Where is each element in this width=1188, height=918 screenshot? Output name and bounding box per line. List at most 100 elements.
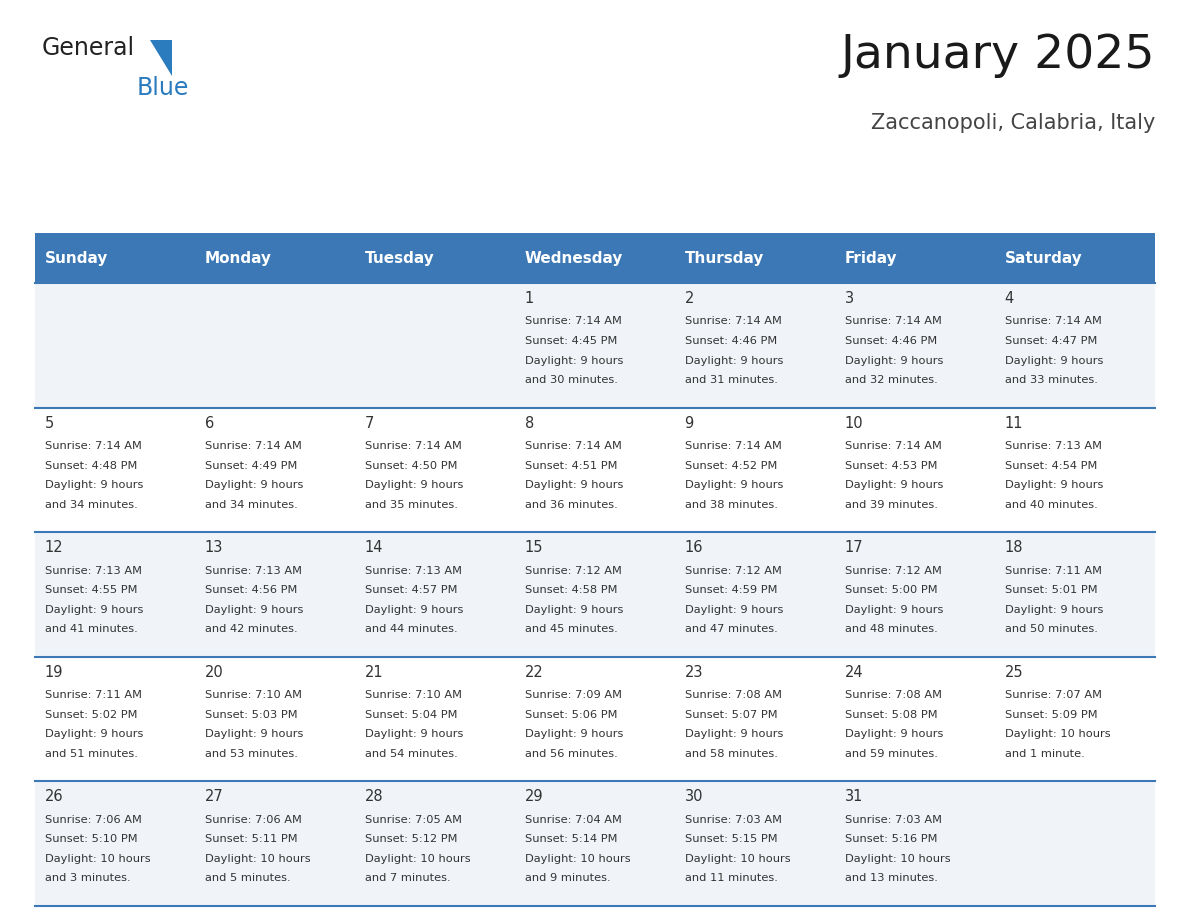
Bar: [195, 656, 355, 781]
Text: Daylight: 9 hours: Daylight: 9 hours: [45, 729, 143, 739]
Text: Monday: Monday: [204, 251, 272, 265]
Bar: [516, 781, 675, 906]
Text: Daylight: 9 hours: Daylight: 9 hours: [204, 480, 303, 490]
Text: Daylight: 9 hours: Daylight: 9 hours: [365, 729, 463, 739]
Text: Sunset: 5:07 PM: Sunset: 5:07 PM: [684, 710, 777, 720]
Text: Sunset: 5:01 PM: Sunset: 5:01 PM: [1005, 585, 1098, 595]
Bar: [675, 283, 835, 408]
Text: Daylight: 9 hours: Daylight: 9 hours: [845, 480, 943, 490]
Bar: [996, 233, 1155, 283]
Bar: [34, 781, 195, 906]
Text: Sunset: 4:49 PM: Sunset: 4:49 PM: [204, 461, 297, 471]
Text: 15: 15: [525, 540, 543, 555]
Text: and 1 minute.: and 1 minute.: [1005, 749, 1085, 759]
Text: 5: 5: [45, 416, 53, 431]
Text: 25: 25: [1005, 665, 1023, 680]
Text: Daylight: 10 hours: Daylight: 10 hours: [684, 854, 790, 864]
Text: Sunrise: 7:07 AM: Sunrise: 7:07 AM: [1005, 690, 1101, 700]
Text: and 7 minutes.: and 7 minutes.: [365, 873, 450, 883]
Bar: [996, 656, 1155, 781]
Bar: [355, 408, 516, 532]
Text: Sunset: 4:56 PM: Sunset: 4:56 PM: [204, 585, 297, 595]
Text: Sunrise: 7:04 AM: Sunrise: 7:04 AM: [525, 815, 621, 825]
Text: Saturday: Saturday: [1005, 251, 1082, 265]
Text: Daylight: 10 hours: Daylight: 10 hours: [845, 854, 950, 864]
Text: 27: 27: [204, 789, 223, 804]
Bar: [355, 532, 516, 656]
Text: Sunset: 4:55 PM: Sunset: 4:55 PM: [45, 585, 137, 595]
Text: Daylight: 9 hours: Daylight: 9 hours: [684, 355, 783, 365]
Bar: [835, 283, 996, 408]
Bar: [355, 781, 516, 906]
Text: 14: 14: [365, 540, 383, 555]
Text: and 30 minutes.: and 30 minutes.: [525, 375, 618, 385]
Text: and 11 minutes.: and 11 minutes.: [684, 873, 777, 883]
Text: 28: 28: [365, 789, 384, 804]
Text: Sunrise: 7:13 AM: Sunrise: 7:13 AM: [365, 565, 462, 576]
Text: Sunset: 5:02 PM: Sunset: 5:02 PM: [45, 710, 137, 720]
Bar: [355, 233, 516, 283]
Bar: [675, 532, 835, 656]
Text: Zaccanopoli, Calabria, Italy: Zaccanopoli, Calabria, Italy: [871, 113, 1155, 133]
Text: Sunrise: 7:09 AM: Sunrise: 7:09 AM: [525, 690, 621, 700]
Text: Daylight: 9 hours: Daylight: 9 hours: [45, 605, 143, 615]
Bar: [675, 408, 835, 532]
Bar: [675, 233, 835, 283]
Bar: [516, 656, 675, 781]
Text: and 3 minutes.: and 3 minutes.: [45, 873, 131, 883]
Text: and 35 minutes.: and 35 minutes.: [365, 499, 457, 509]
Text: and 34 minutes.: and 34 minutes.: [45, 499, 138, 509]
Text: 8: 8: [525, 416, 533, 431]
Text: 7: 7: [365, 416, 374, 431]
Bar: [516, 532, 675, 656]
Text: Sunrise: 7:12 AM: Sunrise: 7:12 AM: [684, 565, 782, 576]
Text: Sunrise: 7:13 AM: Sunrise: 7:13 AM: [204, 565, 302, 576]
Bar: [835, 781, 996, 906]
Text: Sunset: 5:09 PM: Sunset: 5:09 PM: [1005, 710, 1098, 720]
Text: Sunrise: 7:06 AM: Sunrise: 7:06 AM: [45, 815, 141, 825]
Text: January 2025: January 2025: [840, 33, 1155, 78]
Bar: [835, 656, 996, 781]
Text: Sunrise: 7:03 AM: Sunrise: 7:03 AM: [684, 815, 782, 825]
Text: Daylight: 9 hours: Daylight: 9 hours: [684, 605, 783, 615]
Text: Friday: Friday: [845, 251, 897, 265]
Text: Sunset: 5:10 PM: Sunset: 5:10 PM: [45, 834, 138, 845]
Text: Daylight: 9 hours: Daylight: 9 hours: [204, 605, 303, 615]
Text: and 59 minutes.: and 59 minutes.: [845, 749, 937, 759]
Bar: [516, 408, 675, 532]
Text: Daylight: 10 hours: Daylight: 10 hours: [1005, 729, 1111, 739]
Text: Sunset: 4:59 PM: Sunset: 4:59 PM: [684, 585, 777, 595]
Text: and 56 minutes.: and 56 minutes.: [525, 749, 618, 759]
Text: Sunset: 4:46 PM: Sunset: 4:46 PM: [684, 336, 777, 346]
Text: Daylight: 9 hours: Daylight: 9 hours: [845, 355, 943, 365]
Text: 31: 31: [845, 789, 862, 804]
Text: Sunday: Sunday: [45, 251, 108, 265]
Text: Blue: Blue: [137, 76, 189, 100]
Text: Sunrise: 7:14 AM: Sunrise: 7:14 AM: [1005, 317, 1101, 327]
Text: Daylight: 10 hours: Daylight: 10 hours: [45, 854, 150, 864]
Text: Sunrise: 7:14 AM: Sunrise: 7:14 AM: [525, 317, 621, 327]
Text: 2: 2: [684, 291, 694, 306]
Text: Tuesday: Tuesday: [365, 251, 435, 265]
Text: Daylight: 9 hours: Daylight: 9 hours: [525, 605, 623, 615]
Bar: [996, 283, 1155, 408]
Text: Daylight: 10 hours: Daylight: 10 hours: [365, 854, 470, 864]
Text: and 54 minutes.: and 54 minutes.: [365, 749, 457, 759]
Text: and 58 minutes.: and 58 minutes.: [684, 749, 777, 759]
Text: Sunrise: 7:11 AM: Sunrise: 7:11 AM: [1005, 565, 1101, 576]
Bar: [34, 408, 195, 532]
Text: Sunset: 4:48 PM: Sunset: 4:48 PM: [45, 461, 137, 471]
Bar: [516, 233, 675, 283]
Text: and 40 minutes.: and 40 minutes.: [1005, 499, 1098, 509]
Text: and 38 minutes.: and 38 minutes.: [684, 499, 777, 509]
Text: 12: 12: [45, 540, 63, 555]
Text: Sunrise: 7:13 AM: Sunrise: 7:13 AM: [45, 565, 141, 576]
Text: Daylight: 9 hours: Daylight: 9 hours: [525, 729, 623, 739]
Text: Daylight: 9 hours: Daylight: 9 hours: [1005, 480, 1102, 490]
Text: 6: 6: [204, 416, 214, 431]
Text: and 47 minutes.: and 47 minutes.: [684, 624, 777, 634]
Text: Sunrise: 7:11 AM: Sunrise: 7:11 AM: [45, 690, 141, 700]
Text: 1: 1: [525, 291, 533, 306]
Text: Sunrise: 7:10 AM: Sunrise: 7:10 AM: [365, 690, 462, 700]
Text: Sunrise: 7:14 AM: Sunrise: 7:14 AM: [45, 442, 141, 451]
